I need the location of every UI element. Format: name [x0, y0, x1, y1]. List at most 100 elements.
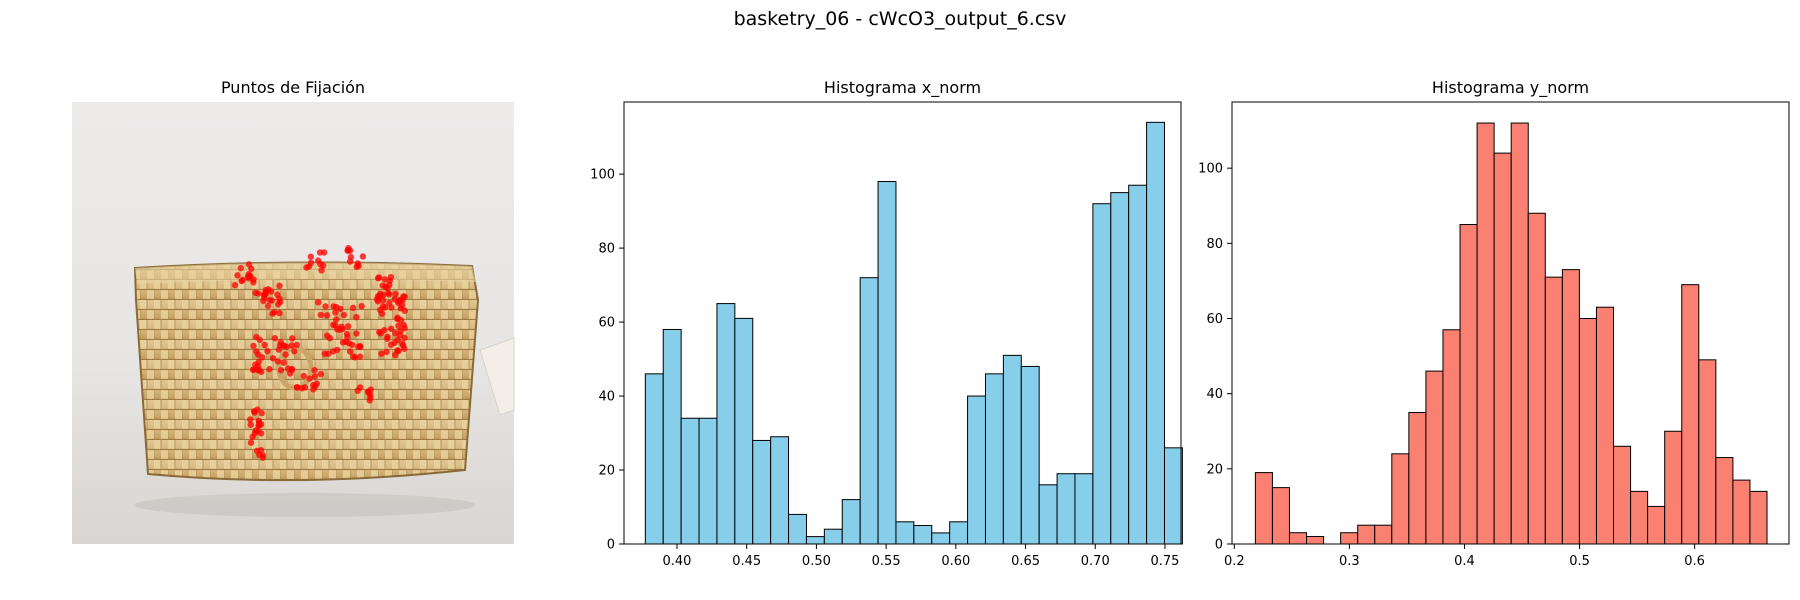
- fixation-dot: [321, 249, 328, 256]
- fixation-dot: [333, 316, 340, 323]
- fixation-dot: [303, 264, 310, 271]
- panel-image-title: Puntos de Fijación: [221, 78, 365, 97]
- fixation-dot: [255, 358, 262, 365]
- fixation-dot: [323, 312, 331, 319]
- fixation-dot: [264, 347, 271, 355]
- fixation-dot: [276, 295, 283, 302]
- fixation-dot: [356, 384, 364, 391]
- fixation-dot: [400, 321, 407, 329]
- fixation-dot: [329, 348, 337, 355]
- fixation-dot: [349, 304, 357, 311]
- fixation-dot: [366, 391, 374, 398]
- axes-frame: [623, 101, 1182, 545]
- fixation-dot: [252, 427, 260, 434]
- histogram-bar: [734, 317, 754, 545]
- x-tick-label: 0.65: [1011, 554, 1040, 569]
- y-tick-label: 60: [1206, 312, 1223, 327]
- histogram-bar: [1357, 524, 1376, 545]
- histogram-bar: [1493, 152, 1512, 545]
- histogram-bar: [1254, 472, 1273, 545]
- fixation-dot: [258, 410, 265, 417]
- fixation-dot: [355, 343, 362, 350]
- fixation-dot: [381, 276, 389, 283]
- histogram-bar: [1595, 306, 1615, 545]
- y-tick-label: 40: [1206, 387, 1223, 402]
- fixation-dot: [247, 421, 254, 428]
- fixation-dot: [354, 260, 361, 267]
- fixation-dot: [291, 348, 298, 355]
- fixation-dot: [289, 335, 296, 342]
- fixation-dot: [386, 299, 393, 307]
- histogram-bar: [1374, 524, 1393, 545]
- histogram-bar: [1163, 447, 1183, 545]
- fixation-dot: [401, 293, 408, 300]
- fixation-dot: [317, 260, 324, 268]
- fixation-dot: [401, 307, 408, 314]
- histogram-bar: [1056, 473, 1076, 545]
- chart-title: Histograma y_norm: [1432, 78, 1589, 98]
- fixation-dot: [288, 342, 295, 349]
- fixation-dot: [274, 358, 282, 365]
- histogram-bar: [1527, 212, 1546, 545]
- histogram-bar: [788, 513, 807, 545]
- fixation-dot: [399, 340, 406, 347]
- fixation-dot: [266, 366, 273, 373]
- fixation-dot: [261, 341, 268, 349]
- fixation-dot: [366, 397, 373, 404]
- fixation-dot: [353, 314, 360, 321]
- fixation-dot: [250, 276, 257, 283]
- fixation-dot: [367, 386, 374, 393]
- histogram-bar: [1020, 365, 1040, 545]
- x-tick-label: 0.5: [1569, 554, 1590, 569]
- x-tick-label: 0.6: [1684, 554, 1705, 569]
- fixation-dot: [315, 299, 322, 306]
- histogram-bar: [859, 277, 879, 545]
- fixation-dot: [387, 341, 395, 348]
- fixation-dot: [377, 290, 384, 298]
- x-tick-label: 0.50: [802, 554, 831, 569]
- histogram-bar: [1408, 411, 1427, 545]
- basket-shadow: [135, 493, 475, 517]
- fixation-dot: [280, 342, 287, 349]
- y-tick-label: 60: [598, 316, 615, 331]
- histogram-bar: [1146, 121, 1165, 545]
- paper-card: [479, 337, 515, 416]
- fixation-dot: [311, 373, 319, 380]
- histogram-bar: [698, 417, 718, 545]
- fixation-dot: [280, 359, 287, 366]
- fixation-dot: [237, 264, 244, 272]
- histogram-bar: [1442, 329, 1461, 545]
- fixation-dot: [338, 323, 345, 330]
- histogram-bar: [841, 499, 861, 545]
- histogram-bar: [984, 373, 1004, 545]
- fixation-dot: [358, 303, 365, 310]
- fixation-dot: [254, 366, 262, 374]
- fixation-dot: [378, 310, 386, 317]
- fixation-dot: [359, 253, 367, 260]
- histogram-bar: [1425, 370, 1444, 545]
- fixation-dot: [311, 367, 318, 374]
- histogram-bar: [1110, 192, 1130, 545]
- fixation-dot: [269, 310, 276, 317]
- histogram-bar: [949, 521, 969, 545]
- fixation-dot: [377, 330, 384, 337]
- histogram-bar: [1459, 224, 1478, 545]
- fixation-dot: [346, 247, 354, 254]
- y-tick-label: 100: [590, 168, 615, 183]
- histogram-bar: [1613, 445, 1632, 545]
- histogram-x-norm: Histograma x_norm 0.40 0.45 0.50 0.55 0.60 0.6…: [590, 78, 1183, 569]
- fixation-dot: [307, 253, 314, 260]
- fixation-dot: [301, 384, 309, 391]
- fixation-dot: [383, 348, 390, 356]
- fixation-dot: [326, 335, 334, 342]
- chart-title: Histograma x_norm: [824, 78, 981, 98]
- fixation-dot: [247, 416, 254, 423]
- fixation-dot: [268, 297, 275, 304]
- fixation-dot: [375, 274, 383, 281]
- y-tick-label: 20: [1206, 462, 1223, 477]
- y-tick-label: 0: [1215, 538, 1223, 553]
- fixation-dot: [325, 350, 332, 357]
- fixation-dot: [356, 353, 364, 360]
- histogram-bar: [1664, 430, 1683, 545]
- fixation-dot: [256, 451, 263, 459]
